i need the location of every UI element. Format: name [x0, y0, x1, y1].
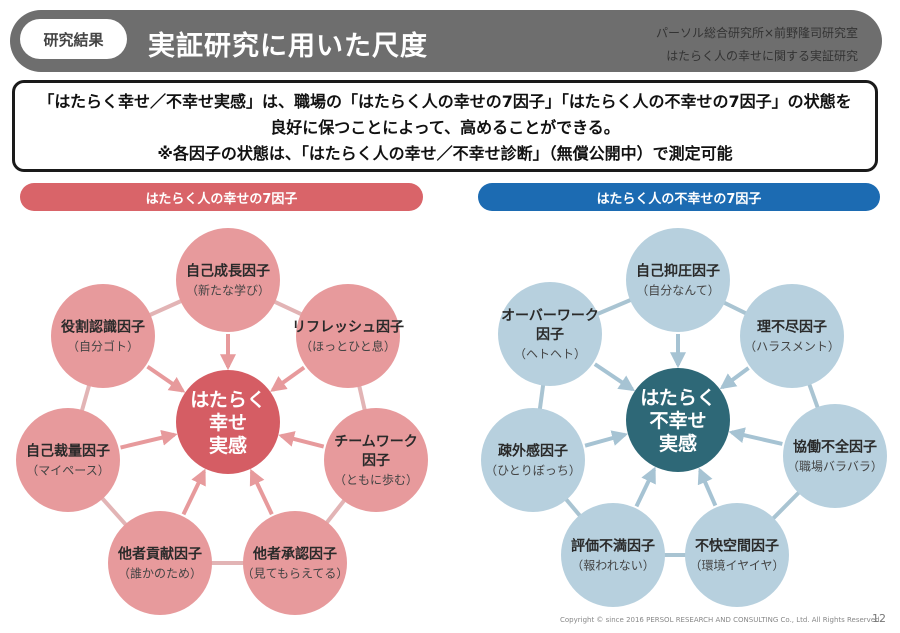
- unhappiness-factor-sub: （ひとりぼっち）: [485, 464, 581, 478]
- happiness-factor-circle: [324, 408, 428, 512]
- happiness-arrow: [249, 468, 274, 516]
- unhappiness-factor-node: 理不尽因子 （ハラスメント）: [740, 284, 844, 388]
- page-title: 実証研究に用いた尺度: [148, 31, 428, 62]
- unhappiness-factor-name: オーバーワーク: [501, 308, 599, 324]
- happiness-factor-name: チームワーク: [334, 434, 418, 450]
- unhappiness-factor-sub: （報われない）: [571, 559, 654, 573]
- key-message-box: 「はたらく幸せ／不幸せ実感」は、職場の「はたらく人の幸せの7因子」「はたらく人の…: [12, 80, 878, 172]
- happiness-factor-node: 自己裁量因子 （マイペース）: [16, 408, 120, 512]
- unhappiness-factor-sub: （ヘトヘト）: [514, 347, 586, 361]
- happiness-factor-node: 他者承認因子 （見てもらえてる）: [242, 511, 349, 615]
- unhappiness-factor-circle: [740, 284, 844, 388]
- unhappiness-arrow: [697, 467, 718, 507]
- happiness-factor-circle: [243, 511, 347, 615]
- page-number: 12: [872, 612, 886, 625]
- org-line-2: はたらく人の幸せに関する実証研究: [666, 49, 858, 63]
- happiness-center-circle: [176, 370, 280, 474]
- unhappiness-factor-name: 不快空間因子: [695, 538, 779, 555]
- happiness-factor-node: リフレッシュ因子 （ほっとひと息）: [292, 284, 404, 388]
- happiness-factor-node: 他者貢献因子 （誰かのため）: [108, 511, 212, 615]
- unhappiness-arrow: [593, 362, 636, 392]
- happiness-factor-circle: [51, 284, 155, 388]
- unhappiness-factor-name: 自己抑圧因子: [636, 263, 720, 280]
- header-bar: [10, 10, 882, 72]
- unhappiness-arrow: [728, 427, 783, 446]
- unhappiness-factor-node: 疎外感因子 （ひとりぼっち）: [481, 408, 585, 512]
- unhappiness-factor-sub: （ハラスメント）: [744, 340, 840, 354]
- happiness-factor-sub: （誰かのため）: [118, 566, 202, 581]
- happiness-factor-sub: （見てもらえてる）: [242, 567, 349, 581]
- unhappiness-factor-name: 因子: [536, 327, 564, 343]
- unhappiness-center-circle: [626, 368, 730, 472]
- happiness-factor-sub: （ほっとひと息）: [300, 339, 396, 354]
- happiness-factor-node: 自己成長因子 （新たな学び）: [176, 228, 280, 332]
- happiness-arrow: [270, 365, 306, 392]
- unhappiness-center-label: 不幸せ: [649, 410, 706, 432]
- unhappiness-factor-sub: （職場バラバラ）: [787, 460, 883, 474]
- unhappiness-factor-circle: [498, 282, 602, 386]
- happiness-factor-circle: [108, 511, 212, 615]
- unhappiness-factor-sub: （環境イヤイヤ）: [689, 558, 784, 573]
- unhappiness-factor-name: 評価不満因子: [571, 538, 655, 555]
- happiness-factor-circle: [296, 284, 400, 388]
- unhappiness-factor-node: 不快空間因子 （環境イヤイヤ）: [685, 503, 789, 607]
- message-line-2: 良好に保つことによって、高めることができる。: [270, 118, 620, 137]
- happiness-factors-header: はたらく人の幸せの7因子: [20, 183, 423, 211]
- happiness-arrow: [181, 468, 206, 516]
- unhappiness-factor-name: 理不尽因子: [757, 320, 827, 336]
- happiness-factor-sub: （マイペース）: [26, 464, 109, 478]
- happiness-factor-node: 役割認識因子 （自分ゴト）: [51, 284, 155, 388]
- unhappiness-factor-node: 評価不満因子 （報われない）: [561, 503, 665, 607]
- unhappiness-factor-node: 自己抑圧因子 （自分なんて）: [626, 228, 730, 332]
- happiness-factor-name: 自己裁量因子: [26, 443, 110, 460]
- copyright: Copyright © since 2016 PERSOL RESEARCH A…: [560, 616, 882, 624]
- happiness-arrow: [146, 364, 186, 393]
- happiness-center-label: 実感: [209, 434, 247, 457]
- message-line-3: ※各因子の状態は、「はたらく人の幸せ／不幸せ診断」（無償公開中）で測定可能: [157, 144, 733, 163]
- unhappiness-arrow: [634, 466, 656, 508]
- unhappiness-factor-circle: [481, 408, 585, 512]
- message-line-1: 「はたらく幸せ／不幸せ実感」は、職場の「はたらく人の幸せの7因子」「はたらく人の…: [38, 92, 852, 111]
- happiness-factor-name: 他者承認因子: [252, 546, 337, 563]
- happiness-factor-name: 他者貢献因子: [117, 546, 202, 563]
- happiness-factor-sub: （自分ゴト）: [67, 339, 139, 354]
- happiness-factor-name: 因子: [362, 453, 390, 469]
- unhappiness-factor-circle: [783, 404, 887, 508]
- unhappiness-diagram: 自己抑圧因子 （自分なんて） 理不尽因子 （ハラスメント） 協働不全因子 （職場バラバラ）…: [481, 228, 887, 607]
- unhappiness-arrow: [719, 366, 750, 390]
- unhappiness-factor-circle: [626, 228, 730, 332]
- unhappiness-factor-node: 協働不全因子 （職場バラバラ）: [783, 404, 887, 508]
- happiness-factor-sub: （新たな学び）: [186, 283, 270, 298]
- unhappiness-factors-header: はたらく人の不幸せの7因子: [478, 183, 880, 211]
- happiness-factor-circle: [176, 228, 280, 332]
- happiness-factor-circle: [16, 408, 120, 512]
- happiness-factor-name: 役割認識因子: [61, 319, 145, 336]
- section-badge: 研究結果: [20, 19, 127, 59]
- happiness-center-label: はたらく: [190, 389, 266, 411]
- unhappiness-factor-circle: [685, 503, 789, 607]
- unhappiness-center-label: 実感: [659, 432, 697, 455]
- org-line-1: パーソル総合研究所×前野隆司研究室: [655, 26, 858, 40]
- happiness-arrow: [120, 429, 178, 450]
- happiness-factor-sub: （ともに歩む）: [334, 472, 418, 487]
- happiness-factor-name: リフレッシュ因子: [292, 320, 404, 336]
- happiness-arrow: [278, 431, 325, 449]
- unhappiness-factor-sub: （自分なんて）: [636, 284, 719, 298]
- happiness-factor-name: 自己成長因子: [186, 263, 270, 280]
- unhappiness-factor-circle: [561, 503, 665, 607]
- unhappiness-factor-name: 協働不全因子: [793, 439, 877, 456]
- unhappiness-center-label: はたらく: [640, 387, 716, 409]
- happiness-center-label: 幸せ: [209, 412, 247, 434]
- unhappiness-factor-name: 疎外感因子: [498, 443, 568, 460]
- unhappiness-arrow: [584, 430, 629, 448]
